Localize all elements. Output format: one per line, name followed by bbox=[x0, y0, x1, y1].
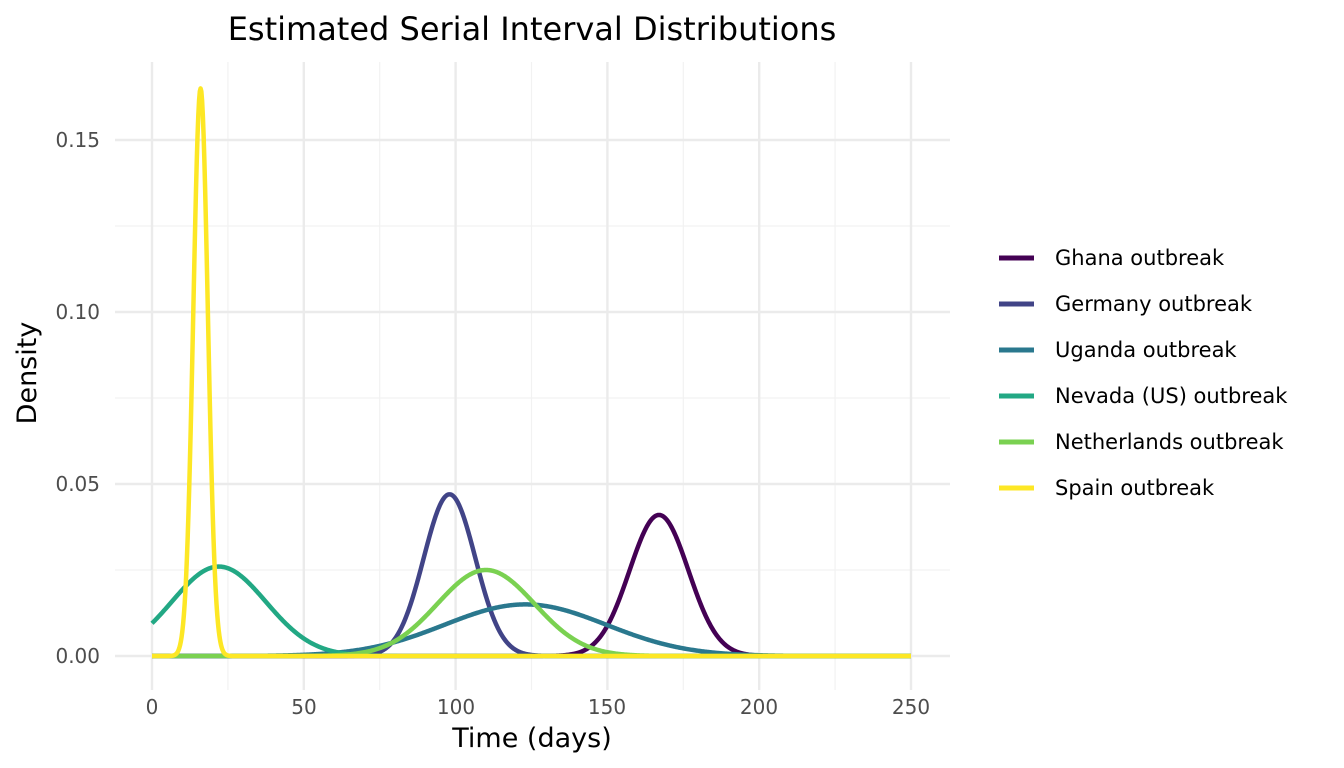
legend-item: Ghana outbreak bbox=[999, 246, 1225, 270]
y-tick-label: 0.05 bbox=[55, 472, 100, 496]
y-tick-label: 0.15 bbox=[55, 128, 100, 152]
y-tick-label: 0.10 bbox=[55, 300, 100, 324]
x-tick-label: 250 bbox=[892, 695, 930, 719]
legend-label: Nevada (US) outbreak bbox=[1055, 384, 1288, 408]
plot-lines bbox=[150, 86, 913, 659]
x-tick-label: 0 bbox=[146, 695, 159, 719]
x-axis-title: Time (days) bbox=[451, 723, 611, 754]
x-tick-label: 200 bbox=[740, 695, 778, 719]
legend-label: Spain outbreak bbox=[1055, 476, 1215, 500]
series-line-spain-outbreak bbox=[150, 86, 913, 659]
y-axis-title: Density bbox=[12, 322, 43, 425]
minor-gridlines bbox=[115, 62, 950, 690]
x-axis: 0 50 100 150 200 250 bbox=[146, 695, 930, 719]
x-tick-label: 150 bbox=[588, 695, 626, 719]
chart-title: Estimated Serial Interval Distributions bbox=[228, 10, 837, 48]
legend-label: Netherlands outbreak bbox=[1055, 430, 1284, 454]
legend-item: Nevada (US) outbreak bbox=[999, 384, 1288, 408]
legend-item: Netherlands outbreak bbox=[999, 430, 1284, 454]
x-tick-label: 100 bbox=[437, 695, 475, 719]
legend-label: Germany outbreak bbox=[1055, 292, 1253, 316]
y-axis: 0.00 0.05 0.10 0.15 bbox=[55, 128, 100, 668]
x-tick-label: 50 bbox=[291, 695, 316, 719]
y-tick-label: 0.00 bbox=[55, 644, 100, 668]
legend-label: Uganda outbreak bbox=[1055, 338, 1237, 362]
legend: Ghana outbreak Germany outbreak Uganda o… bbox=[999, 246, 1288, 500]
legend-item: Uganda outbreak bbox=[999, 338, 1237, 362]
legend-item: Germany outbreak bbox=[999, 292, 1253, 316]
major-gridlines bbox=[115, 62, 950, 690]
legend-item: Spain outbreak bbox=[999, 476, 1215, 500]
legend-label: Ghana outbreak bbox=[1055, 246, 1225, 270]
